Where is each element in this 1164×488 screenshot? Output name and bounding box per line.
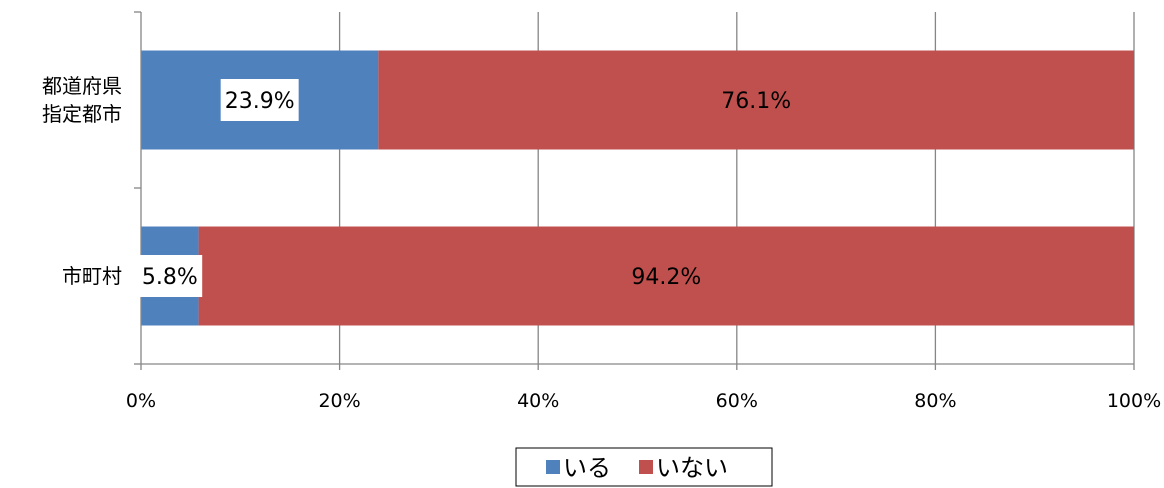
bar-いない-1 <box>198 226 1134 326</box>
category-label-line: 都道府県 <box>42 74 122 98</box>
legend-swatch-いない <box>639 460 653 474</box>
x-tick-label: 40% <box>517 390 559 412</box>
x-tick-label: 100% <box>1107 390 1161 412</box>
x-tick-label: 20% <box>318 390 360 412</box>
labels: 23.9% 76.1% 5.8% 94.2% <box>137 79 791 297</box>
x-tick-label: 60% <box>716 390 758 412</box>
data-label: 76.1% <box>721 89 791 114</box>
legend-label: いる <box>563 454 611 482</box>
category-label-line: 市町村 <box>62 264 122 288</box>
data-label-box <box>137 255 203 297</box>
x-tick-label: 0% <box>126 390 156 412</box>
category-label: 市町村 <box>62 264 122 288</box>
legend-swatch-いる <box>546 460 560 474</box>
data-label: 5.8% <box>142 265 198 290</box>
data-label: 94.2% <box>631 265 701 290</box>
legend-label: いない <box>656 454 728 482</box>
category-label-line: 指定都市 <box>42 102 122 126</box>
category-label: 都道府県指定都市 <box>42 74 122 126</box>
bar-いない-0 <box>378 50 1134 150</box>
data-label-box <box>220 79 299 121</box>
x-tick-label: 80% <box>914 390 956 412</box>
legend: いる いない <box>515 447 773 487</box>
data-label: 23.9% <box>225 89 295 114</box>
